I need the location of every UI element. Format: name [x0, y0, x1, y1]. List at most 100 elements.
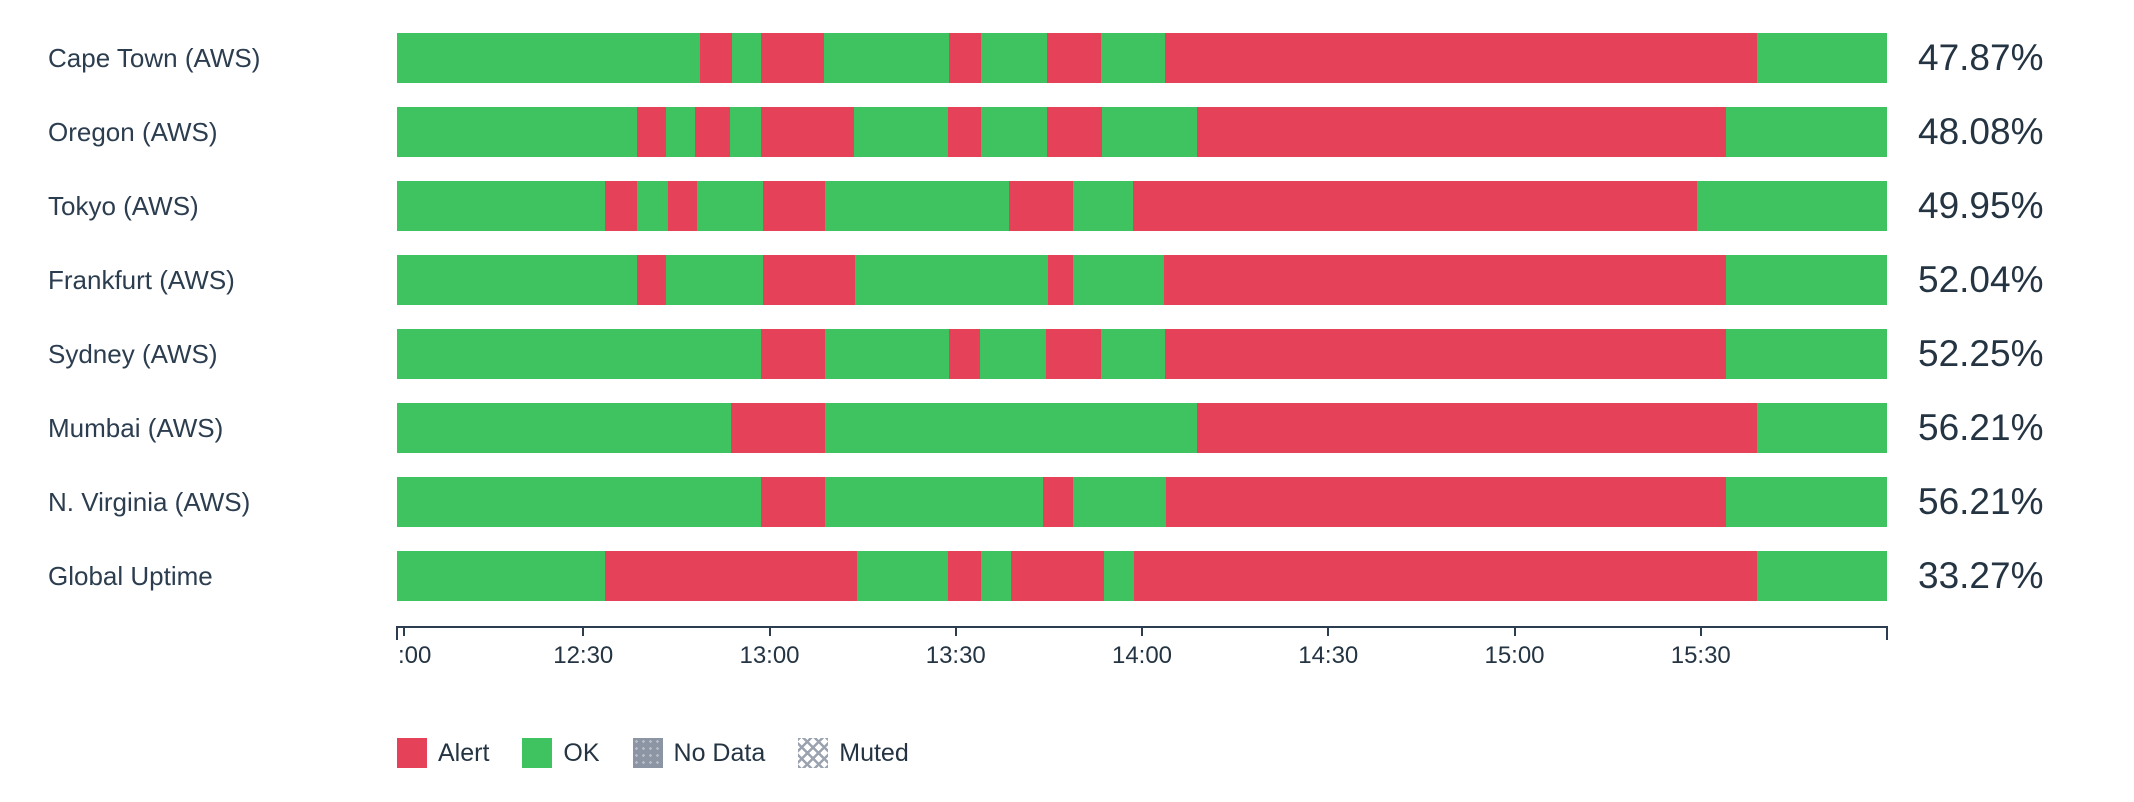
bar-segment-alert[interactable]: [949, 329, 981, 379]
legend-label: Muted: [839, 738, 909, 767]
bar-segment-ok[interactable]: [397, 181, 606, 231]
axis-tick-label: 14:30: [1298, 642, 1359, 669]
bar-segment-ok[interactable]: [666, 255, 764, 305]
time-axis: :00 12:30 13:00 13:30 14:00 14:30 15:00 15:30: [396, 626, 1888, 669]
bar-segment-ok[interactable]: [397, 255, 638, 305]
bar-segment-ok[interactable]: [637, 181, 669, 231]
bar-segment-alert[interactable]: [1046, 329, 1102, 379]
bar-segment-ok[interactable]: [1725, 329, 1887, 379]
bar-segment-ok[interactable]: [1073, 477, 1166, 527]
status-bar[interactable]: [397, 107, 1887, 157]
bar-segment-ok[interactable]: [825, 181, 1010, 231]
bar-segment-alert[interactable]: [1165, 477, 1726, 527]
axis-tick-label: 14:00: [1111, 642, 1173, 669]
bar-segment-ok[interactable]: [732, 33, 762, 83]
bar-segment-ok[interactable]: [1101, 107, 1197, 157]
bar-segment-alert[interactable]: [761, 107, 855, 157]
bar-segment-alert[interactable]: [763, 181, 826, 231]
status-bar[interactable]: [397, 181, 1887, 231]
region-label: Oregon (AWS): [48, 116, 218, 147]
bar-segment-ok[interactable]: [981, 33, 1048, 83]
uptime-value: 56.21%: [1918, 481, 2044, 522]
axis-tick-label: :00: [398, 642, 432, 669]
bar-segment-alert[interactable]: [761, 33, 825, 83]
bar-segment-ok[interactable]: [855, 255, 1049, 305]
bar-segment-ok[interactable]: [1073, 181, 1134, 231]
bar-segment-ok[interactable]: [397, 403, 732, 453]
axis-tick: [1699, 626, 1702, 636]
bar-segment-ok[interactable]: [397, 329, 762, 379]
bar-segment-alert[interactable]: [605, 551, 858, 601]
bar-segment-alert[interactable]: [1164, 255, 1726, 305]
bar-segment-alert[interactable]: [1047, 107, 1102, 157]
status-bar[interactable]: [397, 33, 1887, 83]
bar-segment-alert[interactable]: [731, 403, 826, 453]
bar-segment-alert[interactable]: [1165, 329, 1726, 379]
bar-segment-alert[interactable]: [1048, 255, 1074, 305]
bar-segment-ok[interactable]: [825, 477, 1044, 527]
bar-segment-alert[interactable]: [1197, 403, 1757, 453]
status-bar[interactable]: [397, 551, 1887, 601]
status-bar[interactable]: [397, 329, 1887, 379]
axis-tick: [402, 626, 405, 636]
bar-segment-alert[interactable]: [1047, 33, 1102, 83]
bar-segment-ok[interactable]: [730, 107, 762, 157]
bar-segment-ok[interactable]: [981, 107, 1048, 157]
bar-segment-alert[interactable]: [1011, 551, 1105, 601]
axis-tick-label: 15:00: [1484, 642, 1545, 669]
legend-item-muted: Muted: [798, 738, 909, 768]
bar-segment-ok[interactable]: [825, 403, 1198, 453]
bar-segment-ok[interactable]: [1756, 551, 1887, 601]
bar-segment-alert[interactable]: [1134, 551, 1757, 601]
bar-segment-ok[interactable]: [824, 33, 950, 83]
status-bar[interactable]: [397, 477, 1887, 527]
bar-segment-ok[interactable]: [397, 477, 762, 527]
bar-segment-ok[interactable]: [697, 181, 764, 231]
region-label: N. Virginia (AWS): [48, 486, 251, 517]
bar-segment-ok[interactable]: [1756, 403, 1887, 453]
bar-segment-alert[interactable]: [1133, 181, 1697, 231]
bar-segment-ok[interactable]: [980, 329, 1047, 379]
legend-label: No Data: [673, 738, 766, 767]
bar-segment-ok[interactable]: [854, 107, 948, 157]
bar-segment-ok[interactable]: [397, 551, 606, 601]
bar-segment-ok[interactable]: [1073, 255, 1165, 305]
bar-segment-ok[interactable]: [1696, 181, 1887, 231]
legend-label: Alert: [438, 738, 490, 767]
bar-segment-alert[interactable]: [700, 33, 733, 83]
bar-segment-ok[interactable]: [666, 107, 696, 157]
bar-segment-alert[interactable]: [695, 107, 731, 157]
bar-segment-alert[interactable]: [947, 107, 982, 157]
bar-segment-ok[interactable]: [397, 33, 701, 83]
axis-tick: [1886, 626, 1888, 640]
bar-segment-alert[interactable]: [1009, 181, 1074, 231]
bar-segment-ok[interactable]: [1725, 255, 1887, 305]
axis-tick: [954, 626, 957, 636]
bar-segment-alert[interactable]: [637, 255, 667, 305]
bar-segment-ok[interactable]: [1756, 33, 1887, 83]
bar-segment-ok[interactable]: [397, 107, 638, 157]
bar-segment-alert[interactable]: [1043, 477, 1074, 527]
bar-segment-ok[interactable]: [981, 551, 1012, 601]
uptime-value: 33.27%: [1918, 555, 2044, 596]
bar-segment-ok[interactable]: [857, 551, 949, 601]
status-bar[interactable]: [397, 255, 1887, 305]
status-bar[interactable]: [397, 403, 1887, 453]
bar-segment-alert[interactable]: [949, 33, 982, 83]
bar-segment-ok[interactable]: [825, 329, 950, 379]
bar-segment-alert[interactable]: [1196, 107, 1726, 157]
bar-segment-alert[interactable]: [605, 181, 638, 231]
bar-segment-alert[interactable]: [1165, 33, 1757, 83]
bar-segment-ok[interactable]: [1101, 33, 1166, 83]
bar-segment-ok[interactable]: [1104, 551, 1135, 601]
bar-segment-alert[interactable]: [763, 255, 856, 305]
bar-segment-ok[interactable]: [1725, 477, 1887, 527]
bar-segment-alert[interactable]: [761, 329, 826, 379]
bar-segment-ok[interactable]: [1726, 107, 1887, 157]
bar-segment-alert[interactable]: [668, 181, 698, 231]
bar-segment-alert[interactable]: [948, 551, 982, 601]
bar-segment-ok[interactable]: [1101, 329, 1166, 379]
bar-segment-alert[interactable]: [761, 477, 826, 527]
bar-segment-alert[interactable]: [637, 107, 667, 157]
